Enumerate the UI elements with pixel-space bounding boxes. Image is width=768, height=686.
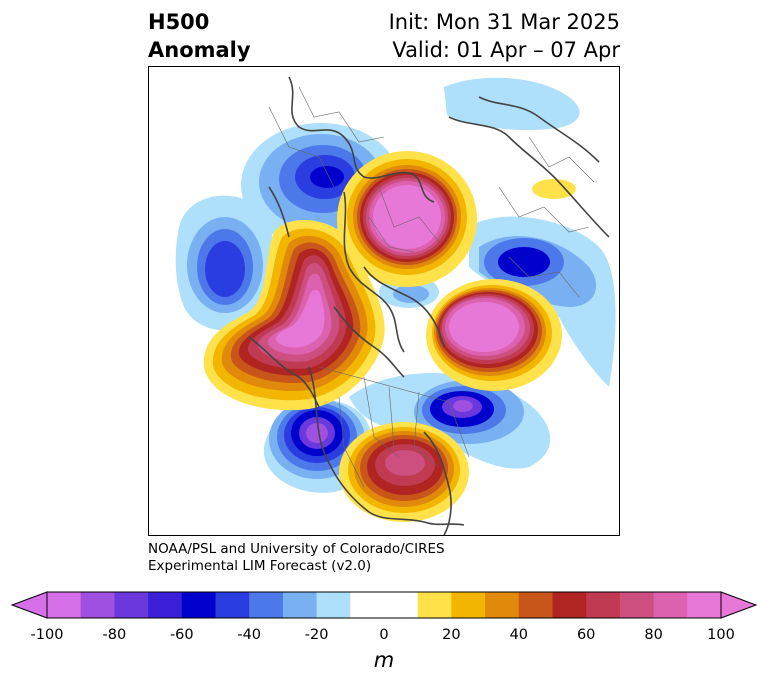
colorbar-tick-label: -20 (304, 627, 329, 643)
colorbar-unit-label: m (373, 648, 395, 672)
colorbar-bin (148, 592, 183, 618)
colorbar-bin (316, 592, 351, 618)
colorbar-bin (518, 592, 553, 618)
valid-date-text: Valid: 01 Apr – 07 Apr (392, 38, 620, 62)
colorbar-tick-label: 40 (509, 627, 529, 643)
colorbar-tick-label: -100 (30, 627, 64, 643)
init-date-text: Init: Mon 31 Mar 2025 (388, 10, 620, 34)
anomaly-map-svg (149, 67, 619, 535)
colorbar-tick-label: -80 (102, 627, 127, 643)
colorbar-tick-label: -60 (169, 627, 194, 643)
colorbar-bin (215, 592, 250, 618)
colorbar-tick-label: 80 (644, 627, 663, 643)
political-borders (268, 86, 595, 488)
credit-line-model: Experimental LIM Forecast (v2.0) (148, 558, 372, 574)
colorbar-tick-label: 0 (379, 627, 389, 643)
map-title: H500 Anomaly (148, 8, 251, 64)
colorbar-tick-label: 20 (442, 627, 461, 643)
positive-anomaly-fields (203, 151, 576, 522)
colorbar-bin (485, 592, 520, 618)
credit-line-institution: NOAA/PSL and University of Colorado/CIRE… (148, 541, 445, 557)
colorbar-bin (687, 592, 722, 618)
title-line-variable: H500 (148, 10, 210, 34)
colorbar-bin (282, 592, 318, 618)
title-line-type: Anomaly (148, 38, 251, 62)
colorbar-bin (80, 592, 115, 618)
colorbar-bin (653, 592, 688, 618)
colorbar-bin (249, 592, 284, 618)
colorbar-bin (181, 592, 216, 618)
colorbar-tick-label: 100 (707, 627, 735, 643)
colorbar-extend-high (720, 591, 758, 619)
colorbar-bin (451, 592, 486, 618)
anomaly-map (148, 66, 620, 536)
colorbar-bin (586, 592, 621, 618)
colorbar-bin (47, 592, 82, 618)
colorbar-extend-low (10, 591, 48, 619)
coastlines (248, 76, 610, 535)
colorbar-tick-label: -40 (237, 627, 262, 643)
colorbar-bin (114, 592, 149, 618)
colorbar-bin (350, 592, 419, 618)
negative-anomaly-fields (175, 77, 616, 493)
colorbar (10, 591, 758, 619)
colorbar-frame (46, 591, 722, 619)
colorbar-bin (619, 592, 655, 618)
credit-text: NOAA/PSL and University of Colorado/CIRE… (148, 541, 445, 575)
colorbar-bin (552, 592, 587, 618)
colorbar-tick-label: 60 (576, 627, 596, 643)
colorbar-bin (417, 592, 452, 618)
forecast-dates: Init: Mon 31 Mar 2025 Valid: 01 Apr – 07… (389, 8, 620, 64)
